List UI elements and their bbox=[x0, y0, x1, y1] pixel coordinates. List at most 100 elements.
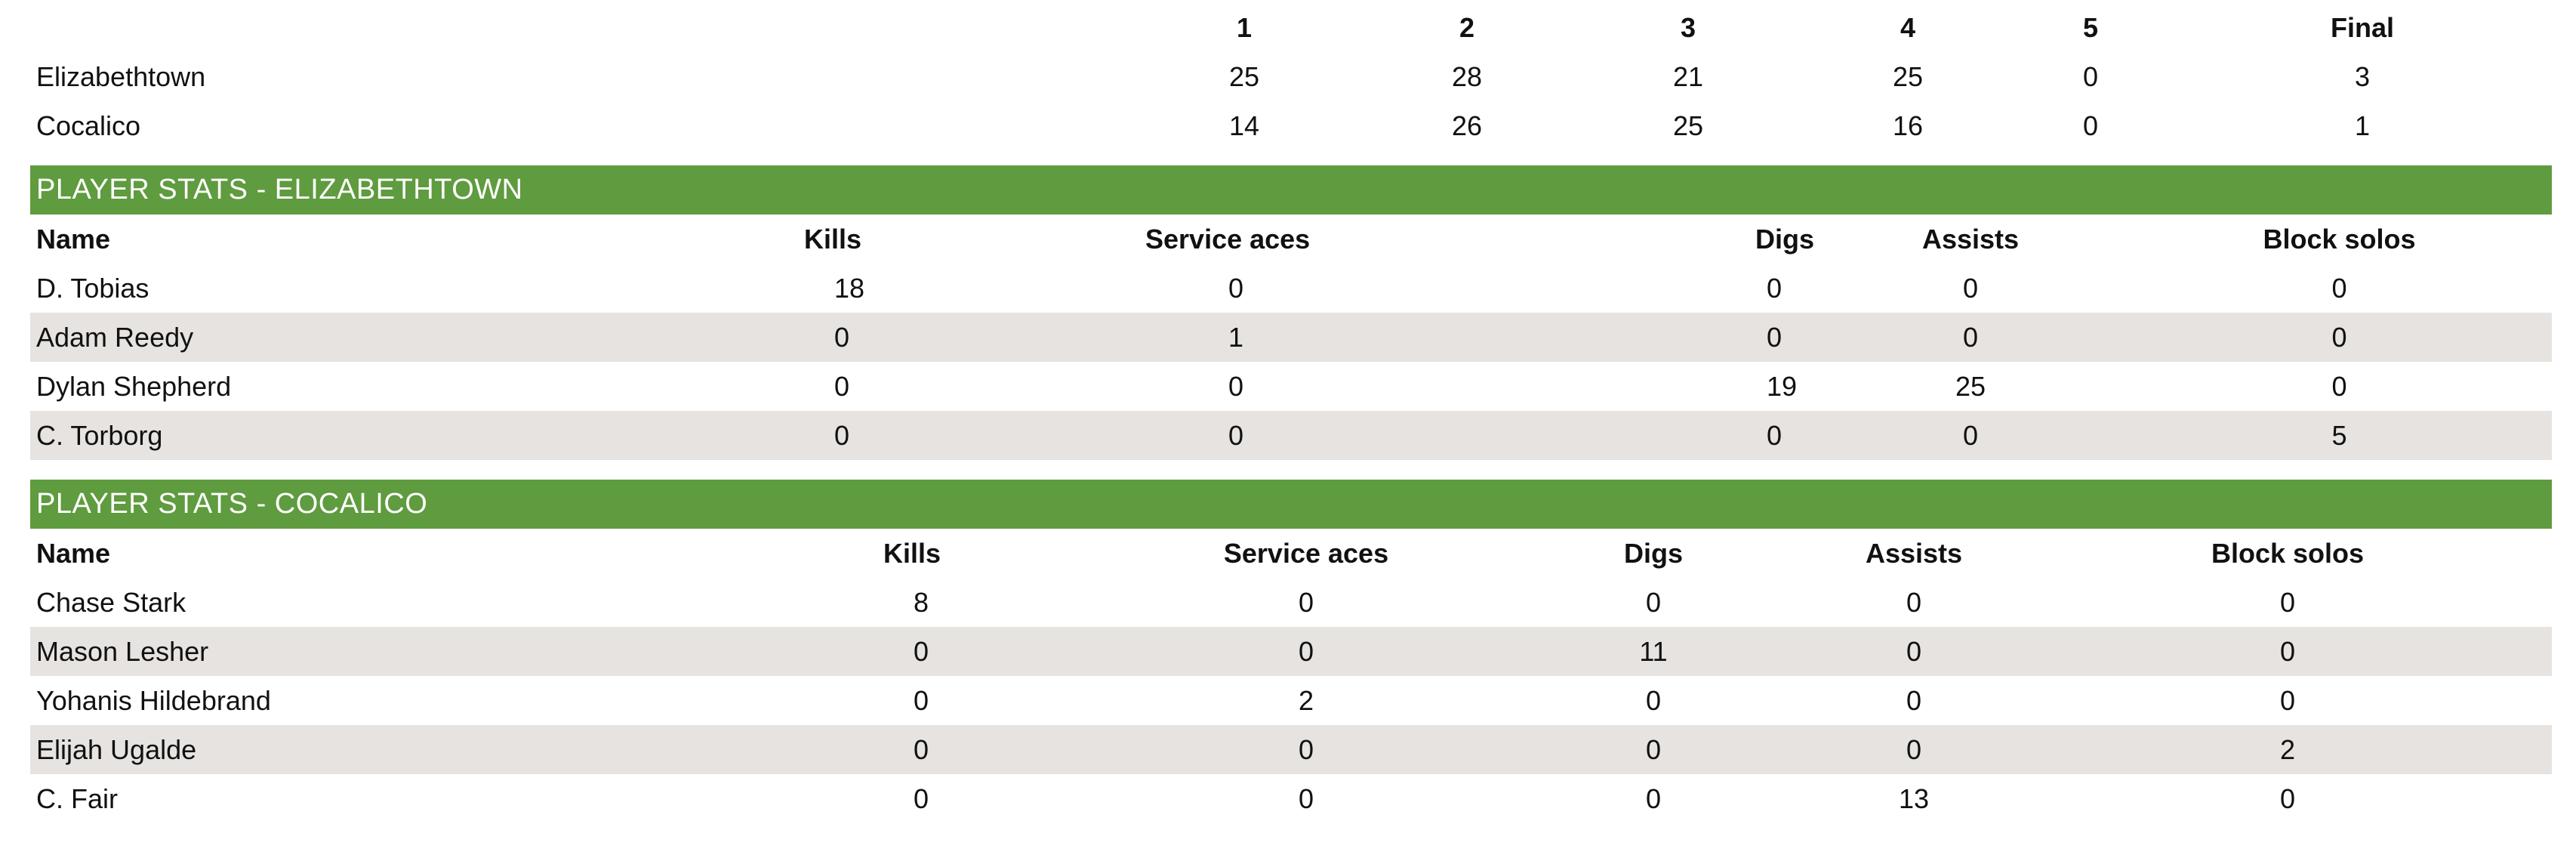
player-name: C. Fair bbox=[36, 783, 118, 814]
set-score: 16 bbox=[1892, 110, 1924, 141]
final-score: 3 bbox=[2354, 61, 2371, 92]
section-header-elizabethtown: PLAYER STATS - ELIZABETHTOWN bbox=[30, 165, 2552, 214]
col-header-service-aces: Service aces bbox=[1145, 224, 1311, 255]
player-stats-table-cocalico: Name Kills Service aces Digs Assists Blo… bbox=[30, 529, 2552, 823]
stat-digs: 0 bbox=[1502, 725, 1804, 774]
stat-service-aces: 0 bbox=[1091, 411, 1385, 460]
stat-kills: 0 bbox=[914, 783, 929, 814]
set-score: 0 bbox=[2082, 110, 2099, 141]
scoreboard-header-set-1: 1 bbox=[1236, 12, 1253, 43]
stat-digs: 0 bbox=[1645, 587, 1662, 618]
stat-block-solos: 0 bbox=[2331, 273, 2347, 304]
col-header-block-solos: Block solos bbox=[2211, 538, 2365, 569]
table-row: Mason Lesher 0 0 11 0 0 bbox=[30, 627, 2552, 676]
box-score: 1 2 3 4 5 Final Elizabethtown 25 28 21 2… bbox=[30, 0, 2552, 823]
stat-service-aces: 0 bbox=[1228, 371, 1244, 402]
stat-digs: 19 bbox=[1767, 371, 1798, 402]
stat-kills: 0 bbox=[834, 371, 850, 402]
scoreboard-header-set-4: 4 bbox=[1900, 12, 1916, 43]
stat-service-aces: 1 bbox=[1091, 313, 1385, 362]
stat-assists: 0 bbox=[1804, 627, 2023, 676]
stat-block-solos: 0 bbox=[2065, 313, 2552, 362]
stat-kills: 0 bbox=[615, 313, 1091, 362]
player-name: D. Tobias bbox=[36, 273, 149, 304]
stat-digs: 0 bbox=[1385, 313, 1876, 362]
table-row: Dylan Shepherd 0 0 19 25 0 bbox=[30, 362, 2552, 411]
stat-block-solos: 2 bbox=[2023, 725, 2552, 774]
col-header-service-aces: Service aces bbox=[1223, 538, 1389, 569]
set-score: 25 bbox=[1228, 61, 1260, 92]
team-name: Elizabethtown bbox=[36, 61, 206, 92]
col-header-assists: Assists bbox=[1865, 538, 1963, 569]
scoreboard-header-set-2: 2 bbox=[1459, 12, 1475, 43]
stat-service-aces: 0 bbox=[1298, 783, 1314, 814]
col-header-name: Name bbox=[36, 538, 111, 569]
table-row: D. Tobias 18 0 0 0 0 bbox=[30, 264, 2552, 313]
stat-kills: 0 bbox=[785, 627, 1110, 676]
table-row: Elijah Ugalde 0 0 0 0 2 bbox=[30, 725, 2552, 774]
section-header-cocalico: PLAYER STATS - COCALICO bbox=[30, 480, 2552, 529]
table-row: C. Fair 0 0 0 13 0 bbox=[30, 774, 2552, 823]
stat-kills: 0 bbox=[914, 685, 929, 716]
scoreboard-row-elizabethtown: Elizabethtown 25 28 21 25 0 3 bbox=[30, 52, 2552, 101]
final-score: 1 bbox=[2354, 110, 2371, 141]
stat-service-aces: 0 bbox=[1110, 725, 1502, 774]
stat-digs: 11 bbox=[1502, 627, 1804, 676]
player-name: C. Torborg bbox=[30, 411, 615, 460]
stat-service-aces: 0 bbox=[1228, 273, 1244, 304]
col-header-assists: Assists bbox=[1921, 224, 2020, 255]
stat-assists: 0 bbox=[1876, 411, 2065, 460]
stat-block-solos: 0 bbox=[2279, 587, 2296, 618]
stat-block-solos: 5 bbox=[2065, 411, 2552, 460]
scoreboard-header-final: Final bbox=[2330, 12, 2394, 43]
stat-assists: 25 bbox=[1955, 371, 1986, 402]
table-row: Adam Reedy 0 1 0 0 0 bbox=[30, 313, 2552, 362]
col-header-kills: Kills bbox=[804, 224, 862, 255]
scoreboard-header-row: 1 2 3 4 5 Final bbox=[30, 3, 2552, 52]
player-name: Chase Stark bbox=[36, 587, 186, 618]
player-name: Elijah Ugalde bbox=[30, 725, 785, 774]
table-row: Yohanis Hildebrand 0 2 0 0 0 bbox=[30, 676, 2552, 725]
team-name: Cocalico bbox=[36, 110, 141, 141]
stat-digs: 0 bbox=[1767, 273, 1783, 304]
stat-service-aces: 2 bbox=[1298, 685, 1314, 716]
col-header-digs: Digs bbox=[1755, 224, 1815, 255]
stat-block-solos: 0 bbox=[2279, 685, 2296, 716]
stat-kills: 8 bbox=[914, 587, 929, 618]
stat-digs: 0 bbox=[1645, 685, 1662, 716]
stats-header-row: Name Kills Service aces Digs Assists Blo… bbox=[30, 529, 2552, 578]
stat-service-aces: 0 bbox=[1298, 587, 1314, 618]
player-name: Adam Reedy bbox=[30, 313, 615, 362]
scoreboard-header-team bbox=[30, 3, 1123, 52]
stat-block-solos: 0 bbox=[2331, 371, 2347, 402]
player-name: Yohanis Hildebrand bbox=[36, 685, 271, 716]
player-name: Mason Lesher bbox=[30, 627, 785, 676]
player-name: Dylan Shepherd bbox=[36, 371, 232, 402]
stat-block-solos: 0 bbox=[2023, 627, 2552, 676]
stat-assists: 0 bbox=[1906, 685, 1922, 716]
set-score: 25 bbox=[1672, 110, 1704, 141]
scoreboard-header-set-3: 3 bbox=[1680, 12, 1696, 43]
set-score: 26 bbox=[1451, 110, 1483, 141]
stat-service-aces: 0 bbox=[1110, 627, 1502, 676]
stat-assists: 0 bbox=[1906, 587, 1922, 618]
stat-kills: 0 bbox=[785, 725, 1110, 774]
stat-digs: 0 bbox=[1385, 411, 1876, 460]
stat-assists: 0 bbox=[1804, 725, 2023, 774]
col-header-kills: Kills bbox=[883, 538, 941, 569]
player-stats-table-elizabethtown: Name Kills Service aces Digs Assists Blo… bbox=[30, 214, 2552, 460]
table-row: Chase Stark 8 0 0 0 0 bbox=[30, 578, 2552, 627]
stat-kills: 0 bbox=[615, 411, 1091, 460]
scoreboard-header-set-5: 5 bbox=[2082, 12, 2099, 43]
col-header-block-solos: Block solos bbox=[2263, 224, 2416, 255]
stat-digs: 0 bbox=[1645, 783, 1662, 814]
stat-assists: 13 bbox=[1898, 783, 1930, 814]
col-header-name: Name bbox=[36, 224, 111, 255]
scoreboard-table: 1 2 3 4 5 Final Elizabethtown 25 28 21 2… bbox=[30, 3, 2552, 150]
set-score: 21 bbox=[1672, 61, 1704, 92]
set-score: 25 bbox=[1892, 61, 1924, 92]
stats-header-row: Name Kills Service aces Digs Assists Blo… bbox=[30, 214, 2552, 264]
set-score: 14 bbox=[1228, 110, 1260, 141]
set-score: 0 bbox=[2082, 61, 2099, 92]
col-header-digs: Digs bbox=[1623, 538, 1683, 569]
